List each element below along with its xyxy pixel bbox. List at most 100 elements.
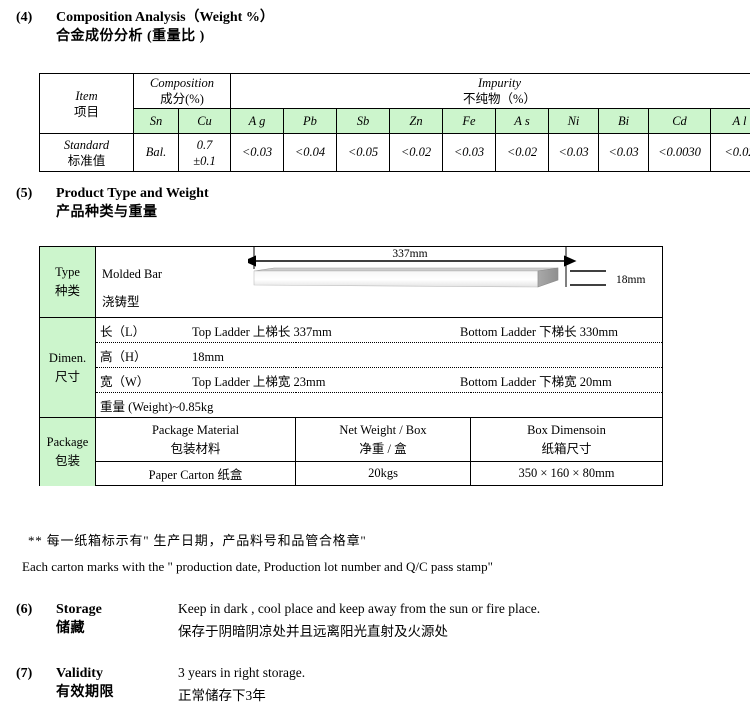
item-header-cell: Item 项目 [39, 73, 134, 134]
molded-bar-name-en: Molded Bar [102, 267, 163, 281]
type-label-cn: 种类 [54, 284, 80, 298]
value-as: <0.02 [495, 133, 549, 172]
value-bi: <0.03 [598, 133, 649, 172]
dimension-height-cell: 高（H） 18mm [95, 342, 663, 368]
dimension-width-bottom: Bottom Ladder 下梯宽 20mm [460, 374, 612, 389]
dimension-height-value: 18mm [192, 349, 224, 364]
type-label-en: Type [55, 265, 80, 279]
dimension-width-cell: 宽（W） Top Ladder 上梯宽 23mm Bottom Ladder 下梯宽… [95, 367, 663, 393]
value-sb: <0.05 [336, 133, 390, 172]
element-header-zn: Zn [389, 108, 443, 134]
package-label-en: Package [46, 434, 89, 449]
ingot-top-face [253, 267, 559, 272]
product-type-row: Type 种类 Molded Bar 浇铸型 [39, 246, 663, 318]
dimension-length-cell: 长（L） Top Ladder 上梯长 337mm Bottom Ladder 下梯… [95, 317, 663, 343]
value-cu-tolerance: ±0.1 [193, 153, 216, 168]
dimension-width-key: 宽（W） [100, 374, 150, 389]
net-weight-header-en: Net Weight / Box [339, 422, 427, 437]
carton-note-cn: ** 每一纸箱标示有" 生产日期，产品料号和品管合格章" [28, 533, 367, 548]
package-label-cell: Package 包装 [39, 417, 96, 486]
value-fe: <0.03 [442, 133, 496, 172]
section-6-title-en: Storage [56, 602, 102, 617]
dimen-label-cell: Dimen. 尺寸 [39, 317, 96, 418]
section-6-heading: (6) Storage 储藏 [16, 600, 102, 638]
dimen-label-en: Dimen. [48, 350, 87, 365]
element-header-cd: Cd [648, 108, 711, 134]
dimension-width-top: Top Ladder 上梯宽 23mm [192, 374, 326, 389]
section-5-number: (5) [16, 186, 33, 201]
element-header-al: A l [709, 108, 750, 134]
product-type-and-weight-table: Type 种类 Molded Bar 浇铸型 [39, 246, 663, 486]
storage-value-en: Keep in dark , cool place and keep away … [178, 601, 541, 616]
value-sn: Bal. [133, 133, 179, 172]
package-material-header-en: Package Material [151, 422, 240, 437]
section-4-heading: (4) Composition Analysis（Weight %） 合金成份分… [16, 8, 274, 46]
element-header-ag: A g [230, 108, 284, 134]
section-4-number: (4) [16, 10, 33, 25]
dimension-weight-value: 重量 (Weight)~0.85kg [100, 399, 214, 414]
box-dimension-header-en: Box Dimensoin [527, 422, 606, 437]
element-header-sn: Sn [133, 108, 179, 134]
dimension-length-bottom: Bottom Ladder 下梯长 330mm [460, 324, 618, 339]
ingot-bar-drawing: 337mm 18mm [248, 247, 645, 288]
molded-bar-illustration-cell: Molded Bar 浇铸型 [95, 246, 663, 318]
composition-header-cn: 成分(%) [160, 92, 204, 106]
molded-bar-name-cn: 浇铸型 [102, 295, 140, 309]
standard-label-cell: Standard 标准值 [39, 133, 134, 172]
dimension-length-top: Top Ladder 上梯长 337mm [192, 324, 332, 339]
element-header-cu: Cu [178, 108, 231, 134]
composition-header-cell: Composition 成分(%) [133, 73, 231, 109]
composition-group-header-row: Item 项目 Composition 成分(%) Impurity 不纯物（%… [39, 73, 750, 134]
element-header-pb: Pb [283, 108, 337, 134]
impurity-header-cn: 不纯物（%） [463, 92, 536, 106]
dimension-row-length: Dimen. 尺寸 长（L） Top Ladder 上梯长 337mm Bottom… [39, 317, 663, 418]
net-weight-value: 20kgs [295, 461, 471, 486]
impurity-header-cell: Impurity 不纯物（%） [229, 73, 750, 109]
section-7-heading: (7) Validity 有效期限 [16, 664, 114, 702]
section-6-number: (6) [16, 602, 33, 617]
length-callout-text: 337mm [392, 248, 427, 260]
composition-analysis-table: Item 项目 Composition 成分(%) Impurity 不纯物（%… [39, 73, 750, 172]
section-5-heading: (5) Product Type and Weight 产品种类与重量 [16, 184, 209, 222]
dimension-length-key: 长（L） [100, 324, 146, 339]
dimension-row-height: 高（H） 18mm [40, 342, 663, 368]
net-weight-header-cn: 净重 / 盒 [359, 441, 407, 456]
standard-label-en: Standard [63, 137, 110, 152]
composition-header-en: Composition [150, 76, 214, 90]
composition-element-header-row: Sn Cu A g Pb Sb Zn Fe A s Ni Bi Cd A l [40, 108, 750, 134]
value-pb: <0.04 [283, 133, 337, 172]
validity-value-cn: 正常储存下3年 [178, 688, 266, 703]
dimension-weight-cell: 重量 (Weight)~0.85kg [95, 392, 663, 418]
box-dimension-header-cn: 纸箱尺寸 [541, 441, 592, 456]
value-cu: 0.7 ±0.1 [178, 133, 231, 172]
storage-value-cn: 保存于阴暗阴凉处并且远离阳光直射及火源处 [178, 624, 448, 639]
element-header-fe: Fe [442, 108, 496, 134]
validity-value-en: 3 years in right storage. [178, 665, 306, 680]
standard-label-cn: 标准值 [67, 153, 106, 168]
package-value-row: Paper Carton 纸盒 20kgs 350 × 160 × 80mm [40, 461, 663, 486]
package-material-value: Paper Carton 纸盒 [95, 461, 296, 486]
dimension-row-weight: 重量 (Weight)~0.85kg [40, 392, 663, 418]
carton-note-en: Each carton marks with the " production … [22, 559, 493, 574]
item-header-en: Item [75, 88, 98, 103]
box-dimension-value: 350 × 160 × 80mm [470, 461, 663, 486]
value-ag: <0.03 [230, 133, 284, 172]
ingot-end-face [537, 267, 559, 288]
section-7-number: (7) [16, 666, 33, 681]
package-header-row: Package 包装 Package Material 包装材料 Net Wei… [39, 417, 663, 486]
type-label-cell: Type 种类 [39, 246, 96, 318]
section-6-title-cn: 储藏 [56, 621, 85, 636]
section-5-title-en: Product Type and Weight [56, 186, 209, 201]
package-material-header-cn: 包装材料 [170, 441, 221, 456]
value-al: <0.02 [709, 133, 750, 172]
section-4-title-cn: 合金成份分析 (重量比 ) [56, 29, 205, 44]
section-7-title-en: Validity [56, 666, 103, 681]
element-header-sb: Sb [336, 108, 390, 134]
impurity-header-en: Impurity [477, 76, 522, 90]
value-cd: <0.0030 [648, 133, 711, 172]
section-4-title-en: Composition Analysis（Weight %） [56, 10, 274, 25]
dimension-height-key: 高（H） [100, 349, 147, 364]
value-zn: <0.02 [389, 133, 443, 172]
package-material-header-cell: Package Material 包装材料 [95, 417, 296, 462]
item-header-cn: 项目 [73, 104, 99, 119]
